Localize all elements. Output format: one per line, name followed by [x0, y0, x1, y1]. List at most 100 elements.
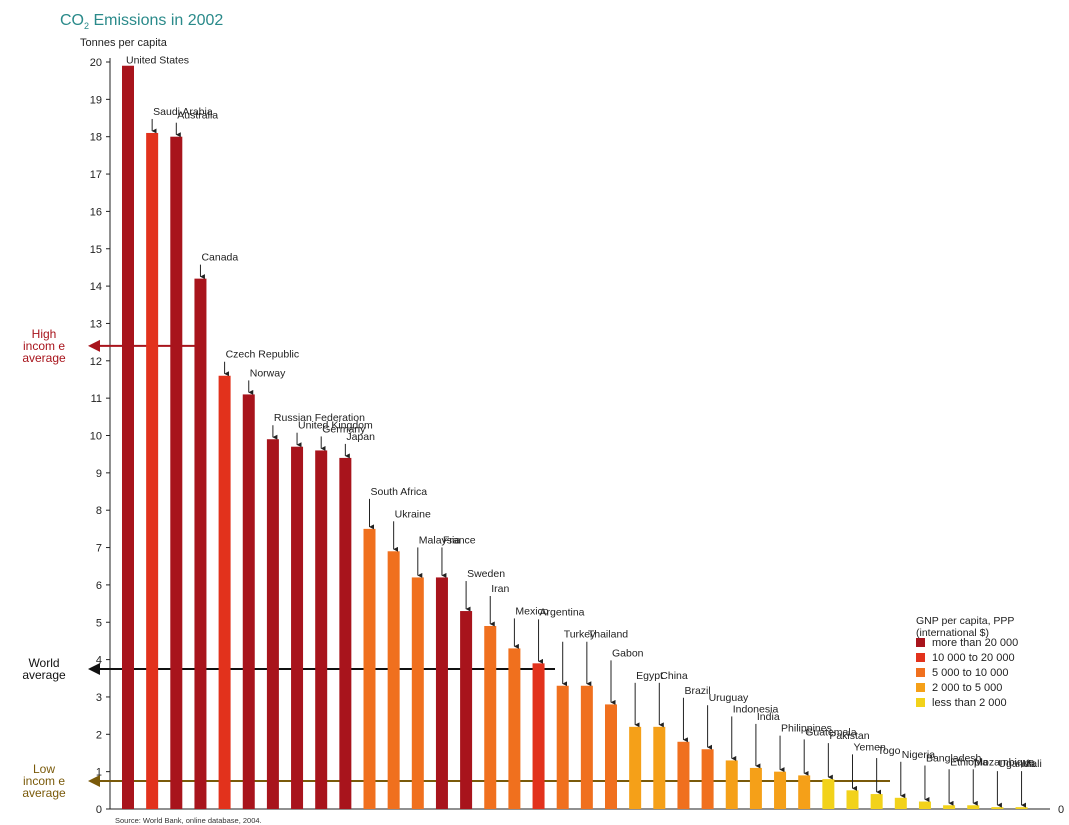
reference-line-label: incom e: [23, 339, 65, 353]
country-label: South Africa: [371, 486, 428, 498]
reference-line-label: incom e: [23, 774, 65, 788]
bar: [411, 577, 424, 809]
y-tick-label: 0: [96, 804, 102, 816]
country-label: Nigeria: [902, 749, 935, 761]
country-label: Bangladesh: [926, 753, 982, 765]
country-label: Iran: [491, 583, 509, 595]
country-label: Mali: [1023, 758, 1042, 770]
country-label: Togo: [878, 745, 901, 757]
bar: [242, 394, 255, 809]
country-label: Canada: [201, 252, 238, 264]
country-label: Mozambique: [974, 756, 1034, 768]
country-label: Guatemala: [805, 726, 857, 738]
country-label: India: [757, 711, 780, 723]
country-label: Indonesia: [733, 703, 779, 715]
bar: [508, 648, 521, 809]
y-tick-label: 1: [96, 767, 102, 779]
country-label: Russian Federation: [274, 412, 365, 424]
bar: [774, 771, 787, 809]
x-axis-end-label: 0: [1058, 804, 1064, 816]
legend-swatch: [916, 668, 925, 677]
country-label: Philippines: [781, 723, 832, 735]
bar: [556, 685, 569, 809]
bar: [798, 775, 811, 809]
country-label: Gabon: [612, 647, 644, 659]
y-tick-label: 14: [90, 281, 102, 293]
y-tick-label: 10: [90, 431, 102, 443]
bar: [701, 749, 714, 809]
country-label: Ukraine: [395, 508, 431, 520]
bar: [967, 805, 980, 809]
y-tick-label: 2: [96, 729, 102, 741]
y-tick-label: 7: [96, 543, 102, 555]
bar: [484, 625, 497, 809]
legend-item-label: 10 000 to 20 000: [932, 652, 1015, 664]
bar: [991, 807, 1004, 809]
bar: [846, 790, 859, 809]
bar: [532, 663, 545, 809]
bar: [435, 577, 448, 809]
reference-line-label: Low: [33, 762, 55, 776]
y-tick-label: 9: [96, 468, 102, 480]
country-label: Australia: [177, 110, 218, 122]
country-label: Saudi Arabia: [153, 106, 213, 118]
bar: [122, 65, 134, 810]
y-tick-label: 5: [96, 617, 102, 629]
legend-title: GNP per capita, PPP: [916, 615, 1014, 627]
legend: GNP per capita, PPP(international $)more…: [916, 615, 1018, 709]
country-label: Argentina: [540, 606, 585, 618]
y-tick-label: 6: [96, 580, 102, 592]
y-tick-label: 18: [90, 132, 102, 144]
country-label: Sweden: [467, 568, 505, 580]
bar: [291, 446, 304, 809]
country-label: Uruguay: [709, 692, 749, 704]
bar: [339, 457, 352, 809]
country-label: Turkey: [564, 629, 596, 641]
y-tick-label: 20: [90, 57, 102, 69]
country-label: Thailand: [588, 629, 628, 641]
reference-arrow-icon: [88, 774, 100, 787]
reference-line-label: average: [22, 786, 66, 800]
y-tick-label: 12: [90, 356, 102, 368]
legend-swatch: [916, 653, 925, 662]
reference-line-label: High: [32, 327, 57, 341]
reference-line-label: average: [22, 668, 66, 682]
legend-item-label: more than 20 000: [932, 637, 1018, 649]
bar: [749, 767, 762, 809]
bar: [918, 801, 931, 809]
bar: [218, 375, 231, 809]
legend-swatch: [916, 683, 925, 692]
country-label: China: [660, 670, 688, 682]
country-label: Norway: [250, 367, 286, 379]
reference-arrow-icon: [88, 662, 100, 675]
bar: [315, 450, 328, 809]
y-tick-label: 19: [90, 94, 102, 106]
reference-line-label: World: [28, 656, 59, 670]
bar: [460, 611, 473, 809]
bar: [387, 551, 400, 809]
reference-line-label: average: [22, 351, 66, 365]
country-label: Mexico: [515, 605, 548, 617]
country-label: Malaysia: [419, 534, 461, 546]
country-label: Japan: [346, 431, 375, 443]
country-label: France: [443, 534, 476, 546]
bar: [363, 528, 376, 809]
country-label: Egypt: [636, 670, 663, 682]
country-label: Pakistan: [829, 730, 869, 742]
y-tick-label: 16: [90, 206, 102, 218]
country-label: Uganda: [998, 758, 1035, 770]
legend-item-label: 2 000 to 5 000: [932, 682, 1002, 694]
bar: [870, 794, 883, 809]
country-label: Germany: [322, 423, 366, 435]
bar: [653, 726, 666, 809]
chart-title: CO2 Emissions in 2002: [60, 12, 223, 31]
bar: [266, 439, 279, 809]
legend-swatch: [916, 698, 925, 707]
bar: [1015, 807, 1028, 809]
country-label: United Kingdom: [298, 420, 373, 432]
bar: [170, 136, 183, 809]
chart-title-subscript: 2: [84, 21, 89, 31]
bar: [677, 741, 690, 809]
